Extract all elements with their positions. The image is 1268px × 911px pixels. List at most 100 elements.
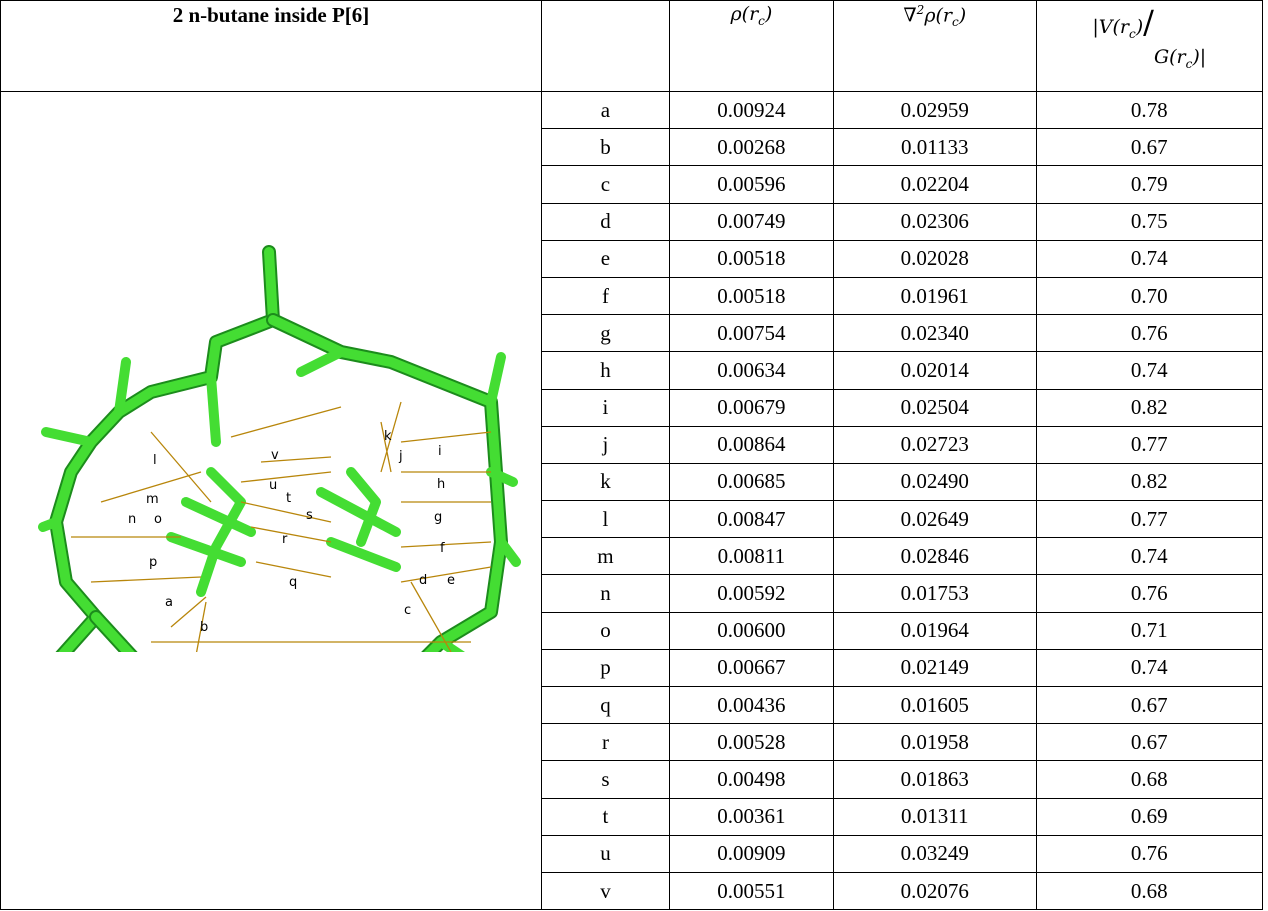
value-cell: 0.00596 [669,166,833,203]
value-cell: 0.70 [1036,277,1262,314]
label: q [289,575,297,590]
value-cell: 0.02959 [833,92,1036,129]
header-cell: ρ(rc) [669,1,833,92]
header-text: ) [765,3,772,25]
value-cell: 0.76 [1036,575,1262,612]
row-label: b [542,129,670,166]
value-cell: 0.02490 [833,463,1036,500]
value-cell: 0.82 [1036,463,1262,500]
label: v [271,448,279,463]
value-cell: 0.03249 [833,835,1036,872]
header-text: |V(r [1092,16,1129,38]
value-cell: 0.02504 [833,389,1036,426]
value-cell: 0.00600 [669,612,833,649]
value-cell: 0.74 [1036,538,1262,575]
row-label: m [542,538,670,575]
value-cell: 0.00811 [669,538,833,575]
row-label: i [542,389,670,426]
value-cell: 0.00592 [669,575,833,612]
value-cell: 0.00528 [669,724,833,761]
value-cell: 0.02149 [833,649,1036,686]
row-label: f [542,277,670,314]
header-text: / [1143,3,1154,41]
header-text: ρ(r [731,3,759,25]
value-cell: 0.82 [1036,389,1262,426]
label: j [398,449,403,464]
label: n [128,512,136,527]
value-cell: 0.01958 [833,724,1036,761]
row-label: n [542,575,670,612]
value-cell: 0.00924 [669,92,833,129]
value-cell: 0.77 [1036,426,1262,463]
page: 2 n-butane inside P[6] ρ(rc)∇2ρ(rc)|V(rc… [0,0,1268,911]
bond-paths [71,402,491,652]
value-cell: 0.68 [1036,872,1262,909]
value-cell: 0.01961 [833,277,1036,314]
header-cell: ∇2ρ(rc) [833,1,1036,92]
molecule-cell: a b c d e f g h i j k l m n o p q r s t … [1,92,542,910]
value-cell: 0.00847 [669,501,833,538]
row-label: t [542,798,670,835]
value-cell: 0.01863 [833,761,1036,798]
value-cell: 0.02649 [833,501,1036,538]
value-cell: 0.00551 [669,872,833,909]
value-cell: 0.78 [1036,92,1262,129]
value-cell: 0.01133 [833,129,1036,166]
value-cell: 0.75 [1036,203,1262,240]
row-label: h [542,352,670,389]
value-cell: 0.67 [1036,129,1262,166]
value-cell: 0.67 [1036,687,1262,724]
label: o [154,512,162,527]
row-label: v [542,872,670,909]
value-cell: 0.01311 [833,798,1036,835]
row-label: u [542,835,670,872]
label: h [437,477,445,492]
row-label: q [542,687,670,724]
value-cell: 0.00685 [669,463,833,500]
row-label: j [542,426,670,463]
data-table: 2 n-butane inside P[6] ρ(rc)∇2ρ(rc)|V(rc… [0,0,1263,910]
value-cell: 0.00268 [669,129,833,166]
value-cell: 0.71 [1036,612,1262,649]
value-cell: 0.00361 [669,798,833,835]
header-text: ) [959,4,966,26]
value-cell: 0.00864 [669,426,833,463]
row-label: c [542,166,670,203]
header-text: )| [1192,46,1206,68]
header-cell: |V(rc)/G(rc)| [1036,1,1262,92]
value-cell: 0.76 [1036,315,1262,352]
row-label: p [542,649,670,686]
row-label: a [542,92,670,129]
value-cell: 0.74 [1036,352,1262,389]
row-label: l [542,501,670,538]
label: s [306,508,313,523]
value-cell: 0.02723 [833,426,1036,463]
row-label: e [542,240,670,277]
table-title: 2 n-butane inside P[6] [1,1,542,92]
label: f [440,541,445,556]
row-label: s [542,761,670,798]
label: m [146,492,159,507]
value-cell: 0.00436 [669,687,833,724]
row-label: g [542,315,670,352]
value-cell: 0.00754 [669,315,833,352]
value-cell: 0.02846 [833,538,1036,575]
label: a [165,595,173,610]
value-cell: 0.00518 [669,277,833,314]
label: l [153,453,157,468]
value-cell: 0.02028 [833,240,1036,277]
table-row: a b c d e f g h i j k l m n o p q r s t … [1,92,1263,129]
value-cell: 0.01753 [833,575,1036,612]
value-cell: 0.00749 [669,203,833,240]
denominator: G(rc)| [1154,46,1206,71]
header-text: G(r [1154,46,1186,68]
value-cell: 0.00909 [669,835,833,872]
value-cell: 0.74 [1036,240,1262,277]
row-label: o [542,612,670,649]
value-cell: 0.79 [1036,166,1262,203]
value-cell: 0.01605 [833,687,1036,724]
header-cell [542,1,670,92]
row-label: r [542,724,670,761]
row-label: d [542,203,670,240]
value-cell: 0.00634 [669,352,833,389]
